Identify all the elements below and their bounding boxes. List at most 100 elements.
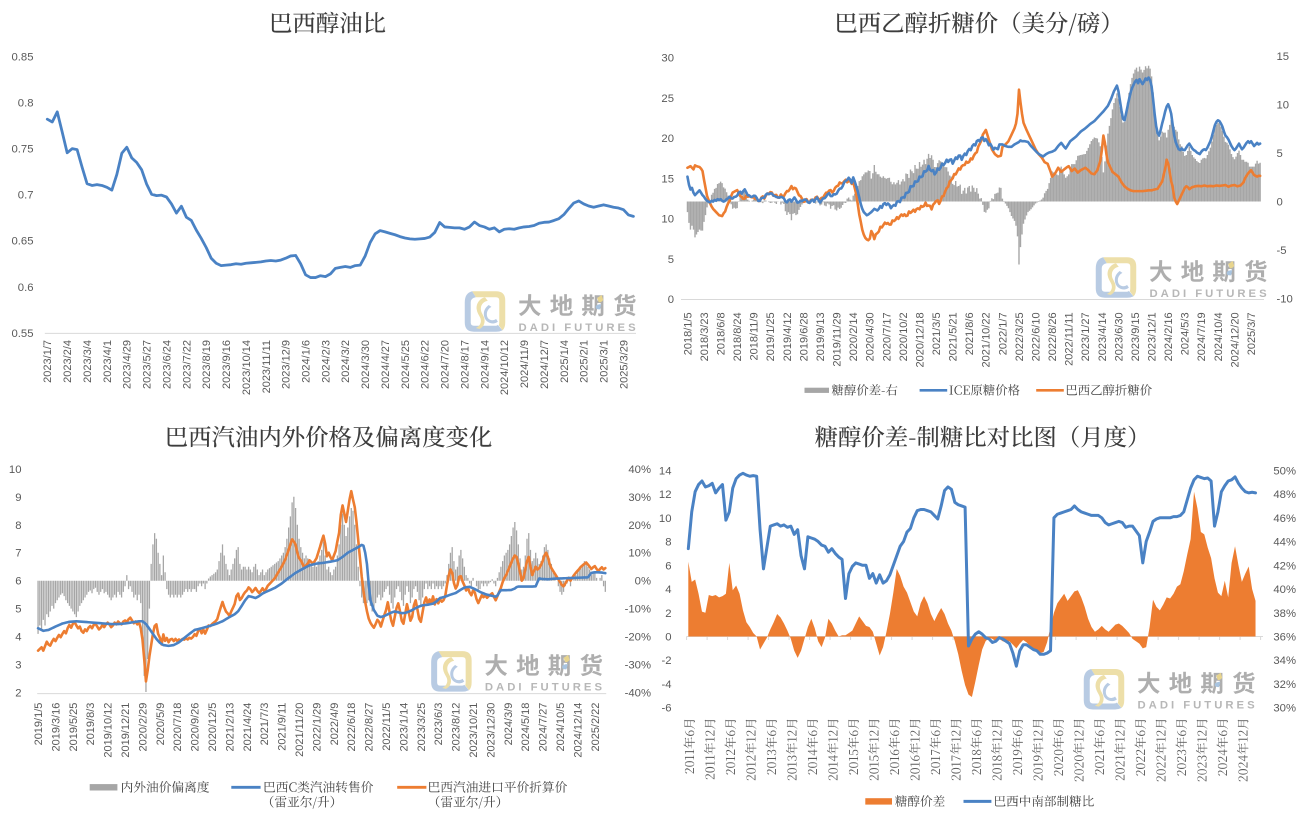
- svg-text:2019/4/12: 2019/4/12: [782, 312, 794, 361]
- svg-text:0.75: 0.75: [12, 144, 34, 156]
- svg-text:2023/2/4: 2023/2/4: [62, 340, 74, 383]
- svg-text:2024/7/20: 2024/7/20: [440, 340, 452, 389]
- svg-text:2023/10/21: 2023/10/21: [468, 703, 480, 758]
- svg-text:2018/3/23: 2018/3/23: [699, 312, 711, 361]
- svg-text:DADI FUTURES: DADI FUTURES: [1150, 288, 1270, 300]
- svg-text:2024/2/16: 2024/2/16: [1163, 312, 1175, 361]
- svg-text:2022/4/9: 2022/4/9: [329, 703, 341, 746]
- svg-text:2023/1/7: 2023/1/7: [42, 340, 54, 383]
- svg-text:2023/3/25: 2023/3/25: [416, 703, 428, 752]
- svg-text:2024/12/20: 2024/12/20: [1229, 312, 1241, 367]
- svg-text:42%: 42%: [1273, 560, 1296, 572]
- svg-text:14: 14: [659, 465, 672, 477]
- svg-text:8: 8: [15, 520, 21, 532]
- svg-text:12: 12: [659, 489, 672, 501]
- svg-text:48%: 48%: [1273, 489, 1296, 501]
- svg-text:2025/2/22: 2025/2/22: [590, 703, 602, 752]
- svg-text:2025/1/4: 2025/1/4: [559, 340, 571, 383]
- svg-text:DADI FUTURES: DADI FUTURES: [485, 682, 605, 694]
- svg-text:DADI FUTURES: DADI FUTURES: [1138, 700, 1258, 712]
- svg-text:36%: 36%: [1273, 632, 1296, 644]
- svg-text:-10%: -10%: [625, 604, 651, 616]
- svg-text:2025/3/29: 2025/3/29: [618, 340, 630, 389]
- svg-text:2024/12/14: 2024/12/14: [572, 703, 584, 758]
- svg-text:2020/4/30: 2020/4/30: [865, 312, 877, 361]
- svg-text:3: 3: [15, 660, 21, 672]
- svg-text:6: 6: [15, 576, 21, 588]
- svg-text:2020/12/5: 2020/12/5: [207, 703, 219, 752]
- svg-text:10: 10: [9, 464, 22, 476]
- svg-text:6: 6: [665, 560, 671, 572]
- svg-text:2024/4/27: 2024/4/27: [380, 340, 392, 389]
- svg-text:2022/1/7: 2022/1/7: [997, 312, 1009, 355]
- svg-text:30%: 30%: [1273, 703, 1296, 715]
- svg-text:-6: -6: [661, 703, 671, 715]
- svg-text:8: 8: [665, 537, 671, 549]
- svg-text:2023/8/12: 2023/8/12: [451, 703, 463, 752]
- svg-text:2022/8/26: 2022/8/26: [1047, 312, 1059, 361]
- svg-text:2019/9/13: 2019/9/13: [815, 312, 827, 361]
- svg-text:2019/10/12: 2019/10/12: [103, 703, 115, 758]
- svg-text:2018/6/8: 2018/6/8: [716, 312, 728, 355]
- svg-text:30: 30: [661, 53, 674, 65]
- svg-text:2022/1/29: 2022/1/29: [311, 703, 323, 752]
- svg-text:0.8: 0.8: [18, 98, 34, 110]
- svg-text:2019/8/3: 2019/8/3: [85, 703, 97, 746]
- svg-text:DADI FUTURES: DADI FUTURES: [519, 322, 639, 334]
- svg-text:2024/11/9: 2024/11/9: [519, 340, 531, 388]
- svg-text:34%: 34%: [1273, 655, 1296, 667]
- svg-text:38%: 38%: [1273, 608, 1296, 620]
- svg-text:0%: 0%: [635, 576, 651, 588]
- svg-text:0: 0: [1277, 197, 1283, 209]
- svg-text:2023/11/11: 2023/11/11: [261, 340, 273, 393]
- svg-text:0.7: 0.7: [18, 190, 34, 202]
- svg-text:2023/1/27: 2023/1/27: [1080, 312, 1092, 361]
- svg-text:2019/3/16: 2019/3/16: [50, 703, 62, 752]
- svg-text:2023/4/29: 2023/4/29: [122, 340, 134, 389]
- svg-text:2024/10/4: 2024/10/4: [1213, 312, 1225, 361]
- svg-text:2024/10/5: 2024/10/5: [555, 703, 567, 752]
- svg-text:2024/9/14: 2024/9/14: [479, 340, 491, 389]
- svg-text:2022/11/11: 2022/11/11: [1064, 312, 1076, 365]
- svg-text:5: 5: [668, 254, 674, 266]
- svg-text:9: 9: [15, 492, 21, 504]
- svg-text:2: 2: [15, 688, 21, 700]
- svg-text:4: 4: [15, 632, 21, 644]
- svg-text:2021/4/24: 2021/4/24: [242, 703, 254, 752]
- svg-text:-10: -10: [1277, 294, 1293, 306]
- svg-text:10: 10: [661, 214, 674, 226]
- svg-text:2019/11/29: 2019/11/29: [832, 312, 844, 366]
- svg-text:7: 7: [15, 548, 21, 560]
- svg-text:2024/3/30: 2024/3/30: [360, 340, 372, 389]
- svg-text:2023/3/4: 2023/3/4: [82, 340, 94, 383]
- svg-text:-4: -4: [661, 679, 671, 691]
- svg-text:-30%: -30%: [625, 660, 651, 672]
- svg-text:2019/5/25: 2019/5/25: [68, 703, 80, 752]
- svg-text:25: 25: [661, 93, 674, 105]
- svg-text:2024/7/19: 2024/7/19: [1196, 312, 1208, 361]
- svg-text:2020/2/29: 2020/2/29: [137, 703, 149, 752]
- svg-text:2019/12/21: 2019/12/21: [120, 703, 132, 758]
- svg-text:0: 0: [668, 294, 674, 306]
- svg-text:2021/8/6: 2021/8/6: [964, 312, 976, 355]
- svg-text:2023/8/19: 2023/8/19: [201, 340, 213, 389]
- svg-text:0.55: 0.55: [12, 328, 34, 340]
- svg-text:2024/3/9: 2024/3/9: [503, 703, 515, 746]
- svg-text:2: 2: [665, 608, 671, 620]
- svg-text:2023/12/1: 2023/12/1: [1147, 312, 1159, 361]
- svg-text:0.65: 0.65: [12, 236, 34, 248]
- svg-text:2019/1/25: 2019/1/25: [765, 312, 777, 361]
- svg-text:15: 15: [661, 173, 674, 185]
- svg-text:2020/7/18: 2020/7/18: [172, 703, 184, 752]
- svg-text:2023/4/14: 2023/4/14: [1097, 312, 1109, 361]
- svg-text:2021/2/13: 2021/2/13: [224, 703, 236, 752]
- svg-text:-20%: -20%: [625, 632, 651, 644]
- svg-text:2024/2/3: 2024/2/3: [320, 340, 332, 383]
- svg-text:5: 5: [15, 604, 21, 616]
- svg-text:2021/3/5: 2021/3/5: [931, 312, 943, 355]
- svg-text:2023/12/9: 2023/12/9: [281, 340, 293, 389]
- svg-text:2024/12/7: 2024/12/7: [539, 340, 551, 389]
- svg-text:2019/6/28: 2019/6/28: [798, 312, 810, 361]
- svg-text:0.85: 0.85: [12, 52, 34, 64]
- svg-text:2024/5/3: 2024/5/3: [1180, 312, 1192, 355]
